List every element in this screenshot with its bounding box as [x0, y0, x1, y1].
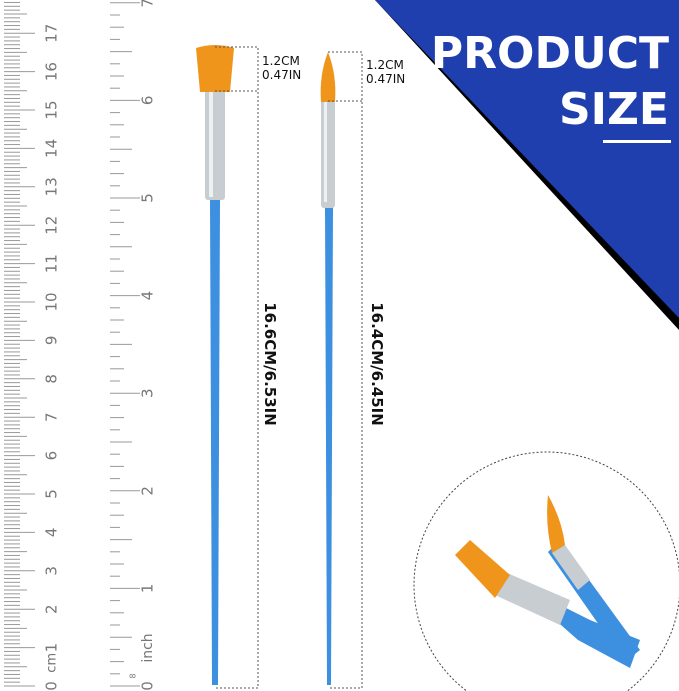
cm-label: 8 [43, 374, 61, 384]
flat-brush [196, 45, 234, 685]
cm-label: 15 [43, 100, 61, 119]
cm-label: 10 [43, 292, 61, 311]
flat-tip-cm: 1.2CM [262, 54, 300, 68]
cm-label: 12 [43, 216, 61, 235]
banner-title-line2: SIZE [558, 84, 669, 135]
detail-brushes [455, 495, 640, 668]
cm-label: 3 [43, 566, 61, 576]
flat-tip-in: 0.47IN [262, 68, 302, 82]
inch-label: 3 [139, 388, 157, 398]
inch-label: 1 [139, 584, 157, 594]
cm-label: 4 [43, 528, 61, 538]
round-tip-in: 0.47IN [366, 72, 406, 86]
cm-label: 0 [43, 681, 61, 691]
inch-label: 2 [139, 486, 157, 496]
banner-underline [603, 140, 671, 143]
flat-length-label: 16.6CM/6.53IN [261, 302, 279, 426]
measure-lines [215, 46, 363, 689]
ruler: 01234567891011121314151617cm01234567inch… [4, 0, 157, 691]
inch-label: 6 [139, 96, 157, 106]
detail-circle [413, 451, 679, 691]
cm-label: 5 [43, 489, 61, 499]
inch-label: 0 [139, 681, 157, 691]
cm-label: 16 [43, 62, 61, 81]
flat-tip-measure: 1.2CM 0.47IN [262, 54, 301, 82]
cm-label: 11 [43, 254, 61, 273]
round-tip-measure: 1.2CM 0.47IN [366, 58, 405, 86]
inch-label: 7 [139, 0, 157, 8]
cm-unit-label: cm [45, 653, 60, 673]
round-brush [320, 52, 336, 685]
round-tip-cm: 1.2CM [366, 58, 404, 72]
cm-label: 17 [43, 24, 61, 43]
cm-label: 14 [43, 139, 61, 158]
inch-unit-label: inch [140, 633, 156, 662]
inch-label: 4 [139, 291, 157, 301]
inch-eighth-label: 8 [129, 673, 138, 678]
cm-label: 6 [43, 451, 61, 461]
cm-label: 1 [43, 643, 61, 653]
banner-background [375, 0, 679, 318]
inch-label: 5 [139, 193, 157, 203]
round-length-label: 16.4CM/6.45IN [368, 302, 386, 426]
cm-label: 7 [43, 412, 61, 422]
banner-title-line1: PRODUCT [430, 28, 669, 79]
cm-label: 9 [43, 336, 61, 346]
cm-label: 13 [43, 177, 61, 196]
cm-label: 2 [43, 604, 61, 614]
